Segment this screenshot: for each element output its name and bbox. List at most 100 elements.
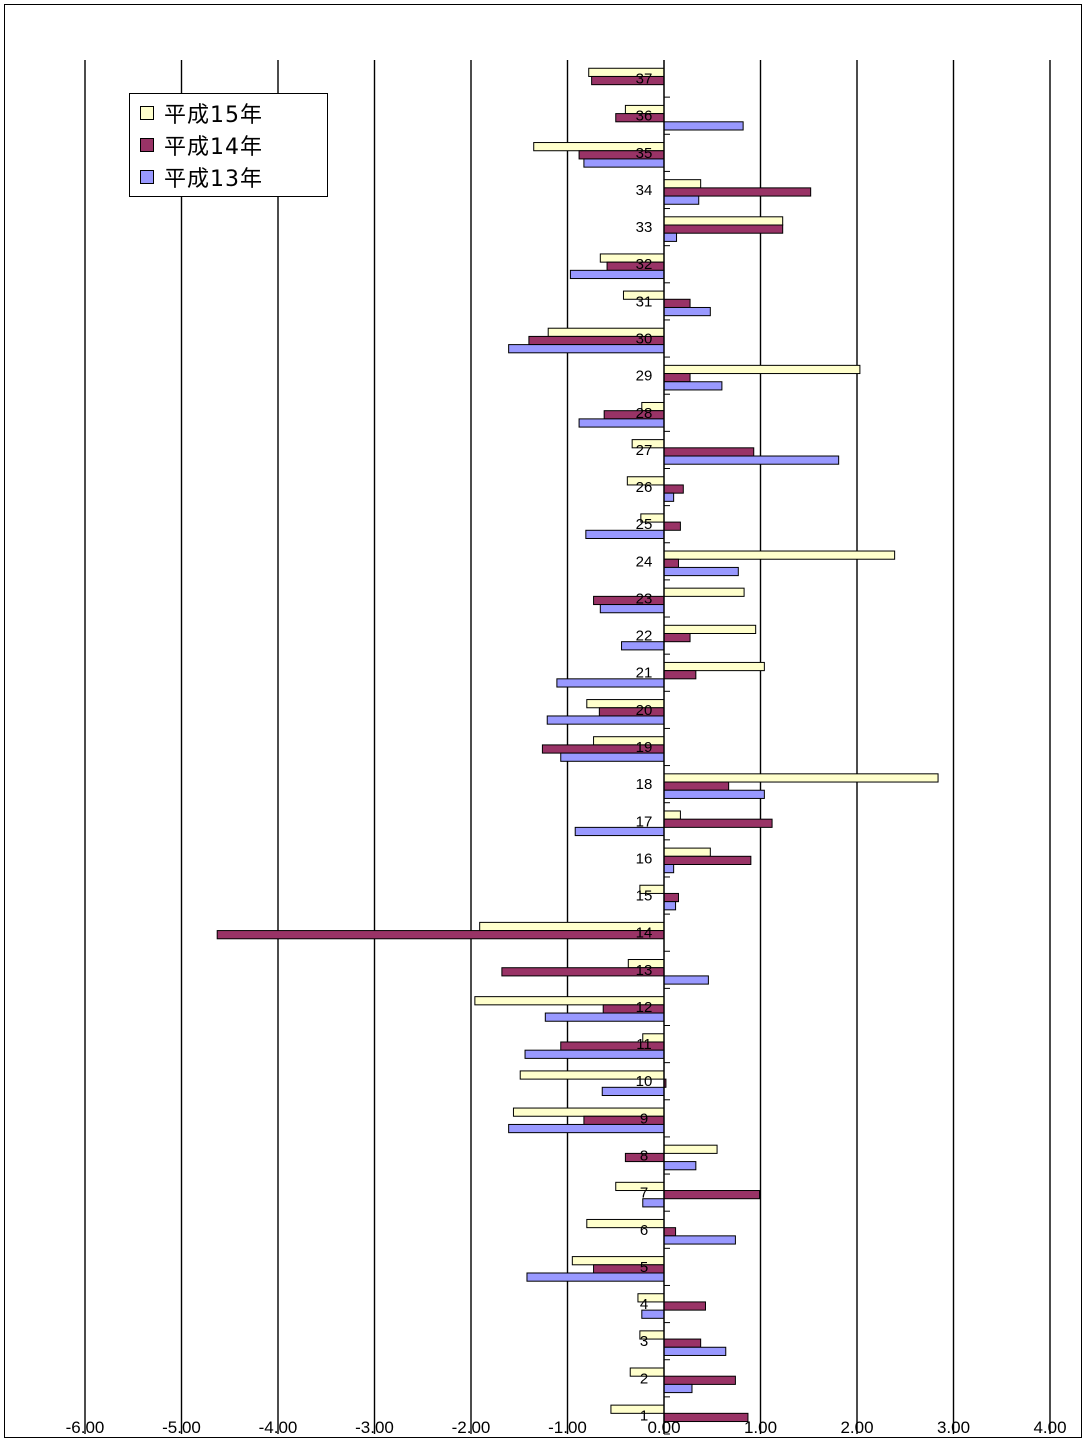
bar: [663, 901, 677, 911]
x-tick-label: -6.00: [66, 1418, 105, 1437]
category-label: 8: [640, 1147, 648, 1164]
bar: [663, 550, 896, 560]
x-tick-label: 0.00: [647, 1418, 680, 1437]
bar: [586, 699, 665, 709]
category-label: 22: [636, 628, 653, 645]
x-tick-label: -4.00: [259, 1418, 298, 1437]
bar: [663, 818, 773, 828]
bar: [663, 521, 681, 531]
category-label: 7: [640, 1185, 648, 1202]
bar: [588, 67, 665, 77]
category-label: 34: [636, 182, 653, 199]
category-label: 20: [636, 702, 653, 719]
category-label: 19: [636, 739, 653, 756]
category-label: 23: [636, 590, 653, 607]
x-tick-label: 3.00: [937, 1418, 970, 1437]
legend-swatch-icon: [140, 138, 154, 152]
bar: [593, 1264, 665, 1274]
bar: [663, 1235, 736, 1245]
category-label: 36: [636, 108, 653, 125]
bar: [571, 1256, 665, 1266]
category-label: 32: [636, 256, 653, 273]
bar: [663, 381, 723, 391]
bar: [663, 558, 679, 568]
category-label: 2: [640, 1370, 648, 1387]
bar: [663, 1346, 727, 1356]
legend: 平成15年 平成14年 平成13年: [129, 93, 328, 197]
category-label: 27: [636, 442, 653, 459]
category-label: 3: [640, 1333, 648, 1350]
bar: [663, 306, 711, 317]
bar: [663, 121, 744, 131]
bar: [663, 892, 679, 903]
bar: [583, 1115, 665, 1125]
legend-item: 平成15年: [140, 97, 327, 129]
category-label: 13: [636, 962, 653, 979]
bar: [663, 1301, 706, 1311]
bar: [663, 1338, 702, 1348]
bar: [663, 216, 784, 226]
x-tick-label: -2.00: [452, 1418, 491, 1437]
bar: [663, 855, 752, 866]
bar: [663, 195, 700, 205]
category-label: 28: [636, 405, 653, 422]
x-tick-label: 4.00: [1033, 1418, 1066, 1437]
bar: [663, 1190, 761, 1200]
bar: [663, 810, 681, 820]
category-label: 26: [636, 479, 653, 496]
category-label: 24: [636, 553, 653, 570]
bar: [663, 632, 691, 643]
category-label: 29: [636, 368, 653, 385]
x-tick-label: -5.00: [162, 1418, 201, 1437]
grid-lines: [84, 60, 1051, 1434]
bar: [663, 1144, 718, 1154]
bar: [601, 1086, 665, 1097]
value-axis: [663, 60, 670, 1435]
legend-item: 平成14年: [140, 129, 327, 161]
category-label: 31: [636, 293, 653, 310]
category-label: 12: [636, 999, 653, 1016]
category-label: 14: [636, 925, 653, 942]
bar: [663, 773, 939, 783]
category-label: 11: [636, 1036, 652, 1053]
bar: [663, 373, 691, 383]
bar: [663, 670, 697, 680]
category-label: 16: [636, 850, 653, 867]
bar: [586, 1218, 665, 1229]
legend-label: 平成15年: [164, 103, 263, 128]
bar: [663, 298, 691, 308]
bar: [663, 1161, 697, 1171]
bar: [599, 604, 665, 614]
legend-swatch-icon: [140, 170, 154, 184]
tick-labels: -6.00 -5.00 -4.00 -3.00 -2.00 -1.00 0.00 1.00 2.…: [66, 1418, 1067, 1437]
bar: [663, 661, 765, 672]
category-labels: 1234567891011121314151617181920212223242…: [636, 71, 653, 1425]
category-label: 37: [636, 71, 653, 88]
bar: [663, 975, 709, 985]
bar: [598, 707, 665, 717]
category-label: 21: [636, 665, 653, 682]
bar: [663, 455, 840, 465]
category-label: 30: [636, 331, 653, 348]
bar: [603, 410, 665, 420]
category-label: 4: [640, 1296, 648, 1313]
bar: [216, 930, 665, 940]
bar: [663, 566, 739, 577]
category-label: 6: [640, 1222, 648, 1239]
bar: [663, 1383, 693, 1394]
bar: [663, 864, 675, 874]
category-label: 17: [636, 813, 653, 830]
bar: [663, 492, 675, 502]
bar: [591, 75, 665, 86]
legend-swatch-icon: [140, 106, 154, 120]
category-label: 1: [640, 1407, 648, 1424]
bar: [663, 364, 861, 375]
bar: [663, 224, 784, 234]
legend-label: 平成14年: [164, 135, 263, 160]
chart-frame: [4, 4, 1082, 1438]
bar: [602, 1004, 665, 1014]
x-tick-label: -3.00: [355, 1418, 394, 1437]
bar: [663, 587, 745, 597]
x-tick-label: -1.00: [548, 1418, 587, 1437]
